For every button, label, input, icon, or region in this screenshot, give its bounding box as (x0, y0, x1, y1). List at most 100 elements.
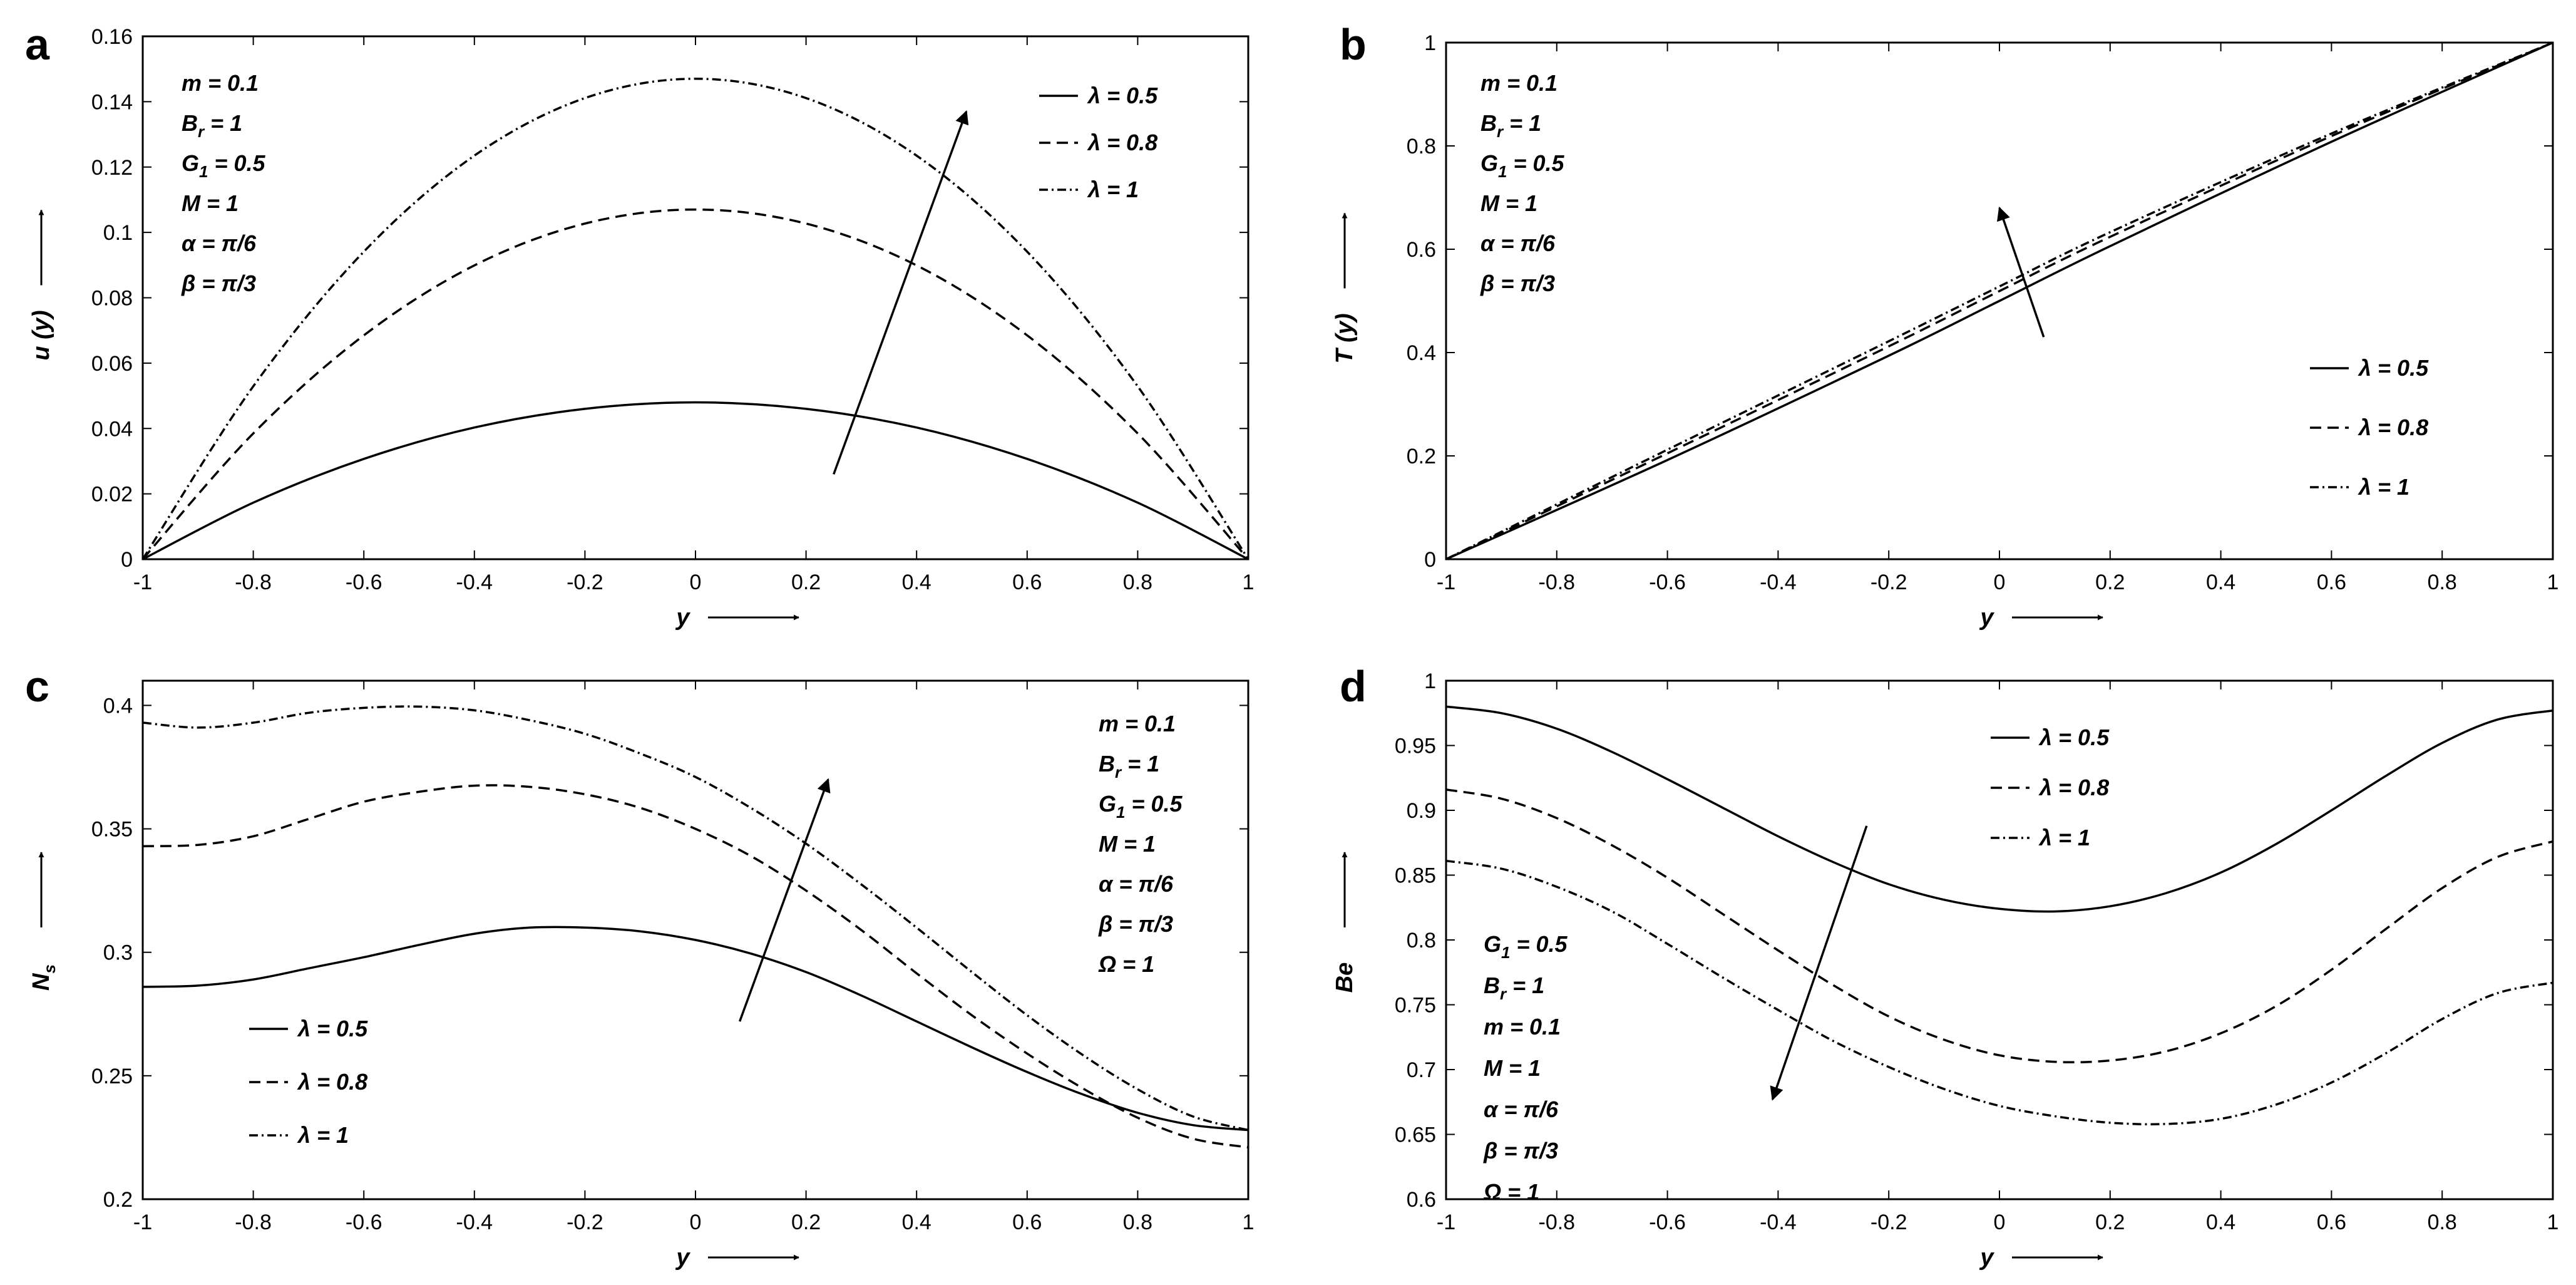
x-tick-label: 0 (690, 1210, 702, 1234)
trend-arrow (738, 778, 831, 1022)
y-tick-label: 0.65 (1395, 1123, 1436, 1147)
x-tick-label: -0.6 (1649, 570, 1686, 594)
legend-label: λ = 0.5 (1087, 83, 1158, 108)
x-tick-label: 0.2 (791, 1210, 821, 1234)
parameter-label: G1 = 0.5 (1484, 931, 1568, 962)
x-tick-label: -0.4 (1760, 1210, 1797, 1234)
y-tick-label: 1 (1424, 31, 1436, 55)
x-tick-label: -0.8 (1539, 570, 1576, 594)
y-tick-label: 0.1 (103, 221, 133, 245)
x-tick-label: -0.6 (1649, 1210, 1686, 1234)
parameter-label: α = π/6 (1099, 871, 1174, 897)
plot-frame (1445, 679, 2554, 1200)
legend-label: λ = 1 (1087, 177, 1139, 202)
y-tick-label: 0.8 (1407, 929, 1436, 952)
y-axis-label: T (y) (1332, 313, 1358, 363)
y-axis-label: u (y) (28, 310, 54, 360)
y-tick-label: 0.9 (1407, 799, 1436, 823)
panel-label: a (25, 20, 50, 69)
y-tick-label: 0.35 (91, 818, 133, 842)
parameter-label: m = 0.1 (1099, 711, 1176, 736)
x-tick-label: -0.8 (235, 570, 272, 594)
x-tick-label: -0.2 (567, 570, 603, 594)
x-tick-label: -0.2 (1870, 570, 1907, 594)
parameter-label: β = π/3 (1480, 271, 1555, 296)
panel-c: c -1 -0.8 -0.6 -0.4 -0.2 0 0.2 0.4 0.6 0.8 1 0.2 0.25… (25, 662, 1254, 1271)
legend-label: λ = 0.8 (297, 1069, 367, 1095)
legend-label: λ = 1 (297, 1122, 349, 1148)
y-tick-label: 0 (1424, 548, 1436, 572)
legend-label: λ = 0.5 (297, 1016, 368, 1041)
x-tick-label: 0 (1994, 1210, 2006, 1234)
y-tick-label: 0.95 (1395, 735, 1436, 758)
y-tick-label: 0.06 (91, 352, 133, 376)
x-tick-label: -0.6 (346, 1210, 382, 1234)
y-tick-label: 0.6 (1407, 1188, 1436, 1212)
trend-arrow (1997, 206, 2045, 338)
legend-label: λ = 0.8 (2038, 775, 2109, 800)
x-tick-label: 1 (1243, 1210, 1255, 1234)
x-tick-label: 0.2 (2095, 1210, 2125, 1234)
legend-label: λ = 0.5 (2038, 725, 2110, 750)
y-tick-label: 0.4 (103, 694, 133, 718)
legend-label: λ = 0.8 (1087, 130, 1157, 155)
parameter-label: G1 = 0.5 (182, 150, 266, 181)
x-tick-label: 0.4 (902, 1210, 931, 1234)
y-tick-label: 0.02 (91, 483, 133, 507)
parameter-label: Br = 1 (182, 110, 242, 141)
x-tick-label: 0.8 (2428, 1210, 2457, 1234)
y-tick-label: 0.04 (91, 417, 133, 441)
x-tick-label: -0.8 (235, 1210, 272, 1234)
x-tick-label: 0.2 (2095, 570, 2125, 594)
panel-label: b (1340, 20, 1367, 69)
x-tick-label: 0.6 (1012, 570, 1042, 594)
x-tick-label: 0.6 (2317, 570, 2346, 594)
parameter-label: β = π/3 (1483, 1138, 1558, 1164)
legend-label: λ = 1 (2038, 825, 2090, 850)
x-tick-label: -0.4 (456, 570, 493, 594)
x-tick-label: 0.8 (1123, 570, 1152, 594)
y-tick-label: 0.8 (1407, 135, 1436, 158)
y-axis-label: Ns (28, 964, 59, 991)
series-line-dashdot (141, 78, 1250, 560)
y-tick-label: 0.2 (103, 1188, 133, 1212)
legend-label: λ = 0.5 (2358, 355, 2429, 381)
x-axis-label: y (1979, 604, 1994, 631)
x-tick-label: -0.2 (1870, 1210, 1907, 1234)
legend-label: λ = 0.8 (2358, 415, 2428, 440)
series-line-solid (142, 926, 1249, 1132)
series-line-dashdot (1445, 859, 2553, 1126)
x-axis-label: y (1979, 1244, 1994, 1271)
y-tick-label: 0.6 (1407, 238, 1436, 262)
series-line-dashed (1445, 41, 2553, 560)
parameter-label: M = 1 (182, 190, 239, 216)
x-tick-label: -1 (133, 570, 152, 594)
x-tick-label: 0 (1994, 570, 2006, 594)
panel-label: d (1340, 662, 1367, 711)
series-line-solid (1445, 705, 2553, 913)
x-tick-label: 0.2 (791, 570, 821, 594)
x-tick-label: 1 (2547, 1210, 2559, 1234)
x-tick-label: 0.4 (902, 570, 931, 594)
trend-arrow (833, 110, 969, 475)
series-line-dashdot (142, 705, 1249, 1132)
y-tick-label: 0.85 (1395, 864, 1436, 888)
y-tick-label: 0.4 (1407, 341, 1436, 365)
x-axis-label: y (675, 1244, 690, 1271)
plot-frame (141, 35, 1250, 560)
x-tick-label: -0.8 (1539, 1210, 1576, 1234)
parameter-label: α = π/6 (1480, 230, 1556, 256)
parameter-label: Ω = 1 (1098, 951, 1154, 977)
parameter-label: Br = 1 (1480, 110, 1541, 141)
x-tick-label: -1 (1437, 570, 1455, 594)
y-axis-label: Be (1332, 962, 1358, 993)
x-axis-label: y (675, 604, 690, 631)
parameter-label: α = π/6 (182, 230, 257, 256)
panel-b: b -1 -0.8 -0.6 -0.4 -0.2 0 0.2 0.4 0.6 0.8 1 0 0.2 0.4… (1332, 20, 2558, 631)
x-tick-label: -0.4 (1760, 570, 1797, 594)
panel-label: c (25, 662, 49, 711)
parameter-label: M = 1 (1480, 190, 1537, 216)
y-tick-label: 0.14 (91, 90, 133, 114)
x-tick-label: 0.8 (2428, 570, 2457, 594)
